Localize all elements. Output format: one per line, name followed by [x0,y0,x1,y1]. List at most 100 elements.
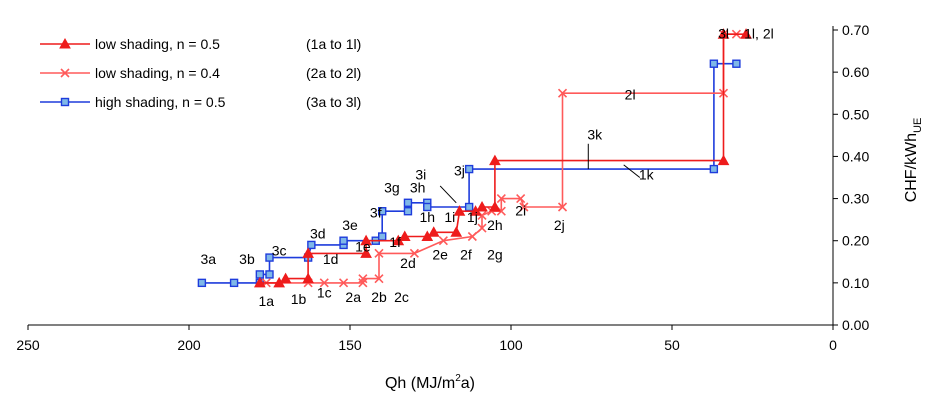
point-label: 3g [384,179,400,195]
point-label: 2h [487,217,503,233]
legend-swatch-marker [60,68,70,78]
y-axis-title-main: CHF/kWh [903,133,920,202]
series-3-point [423,202,432,212]
series-2-point [374,274,384,284]
point-label: 3j [454,162,465,178]
series-layer [197,28,752,288]
series-1 [253,28,752,288]
point-label: 3e [342,217,358,233]
series-1-point [253,276,266,288]
x-tick-label: 100 [499,337,523,353]
series-2-point [438,236,448,246]
y-axis-title: CHF/kWhUE [903,118,924,203]
series-2-point [319,278,329,288]
x-tick-label: 50 [664,337,680,353]
point-label: 2f [460,247,472,263]
legend-item-1: low shading, n = 0.5 (1a to 1l) [40,36,361,52]
series-1-point [489,200,501,212]
series-3-point [378,207,387,216]
point-label: 3a [201,251,217,267]
series-1-point [302,247,314,258]
series-3-point [732,59,741,68]
point-label: 1c [317,285,332,301]
series-2-point [358,274,368,284]
series-1-point [740,28,752,39]
series-1-point [427,226,440,237]
series-3-point [265,253,274,262]
point-label: 2a [345,289,361,305]
point-label: 2b [371,289,387,305]
leader-line [439,185,457,204]
point-label: 2g [487,247,503,263]
series-1-point [450,226,463,237]
legend-label: low shading, n = 0.4 [95,65,220,81]
x-axis-title-end: a) [461,375,475,392]
series-1-point [453,205,466,216]
series-3-point [339,236,348,245]
point-label: 1a [258,293,274,309]
y-tick-label: 0.60 [842,64,869,80]
series-3-point [378,232,387,241]
point-label: 1k [639,167,655,183]
series-2-point [467,231,477,242]
series-2-point [557,202,568,212]
point-label: 3d [310,226,326,242]
series-2-point [519,202,529,212]
y-tick-label: 0.40 [842,148,869,164]
series-2-point [557,88,568,98]
x-tick-label: 250 [16,337,40,353]
point-label: 2i [515,202,526,218]
point-label: 1e [355,238,371,254]
series-2-point [477,223,487,233]
legend-label: high shading, n = 0.5 [95,94,226,110]
legend-label: low shading, n = 0.5 [95,36,220,52]
series-3-point [403,198,413,207]
x-tick-label: 150 [338,337,362,353]
point-label: 2j [554,217,565,233]
legend-range: (1a to 1l) [306,36,361,52]
point-label: 3k [587,127,603,143]
point-label: 3f [370,205,382,221]
series-2-point [496,194,506,204]
series-1-point [360,234,372,246]
series-3-point [709,59,719,68]
series-2-point [409,248,419,258]
x-axis-title-sup: 2 [455,373,461,384]
series-3-point [307,240,316,250]
series-3-point [709,164,719,174]
series-1-point [717,154,730,166]
series-2-point [374,248,384,258]
y-tick-label: 0.30 [842,191,869,207]
series-1-point [360,247,372,258]
point-label: 1l, 2l [744,25,774,41]
legend-item-2: low shading, n = 0.4 (2a to 2l) [40,65,361,81]
series-3-point [197,278,207,288]
legend-swatch-marker [60,97,70,107]
legend: low shading, n = 0.5 (1a to 1l)low shadin… [40,36,361,110]
point-label: 3b [239,251,255,267]
series-2-point [516,194,526,204]
series-3-point [265,270,274,279]
series-1-point [476,200,488,212]
series-1-point [489,154,501,166]
point-label: 2e [432,247,448,263]
point-label: 1i [444,209,455,225]
series-1-point [302,272,314,284]
series-1-point [398,230,411,241]
point-label: 2d [400,255,416,271]
series-3-point [403,207,413,216]
point-label: 3h [410,179,426,195]
point-label: 3l [718,25,729,41]
point-label: 3c [272,242,287,258]
point-label: 1d [323,251,339,267]
y-tick-label: 0.00 [842,317,869,333]
series-3-point [464,164,474,174]
y-tick-label: 0.70 [842,22,869,38]
series-1-point [717,28,730,39]
point-label: 2c [394,289,409,305]
point-label: 1f [389,234,401,250]
legend-item-3: high shading, n = 0.5 (3a to 3l) [40,94,361,110]
